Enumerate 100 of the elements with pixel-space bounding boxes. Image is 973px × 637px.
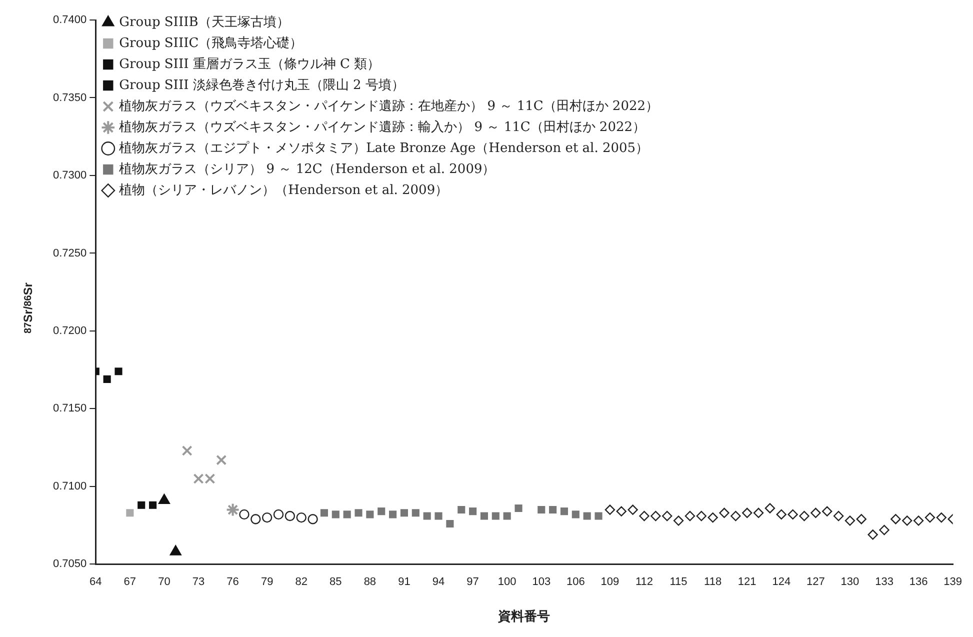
x-tick-label: 70: [158, 576, 170, 588]
x-tick-label: 64: [90, 576, 102, 588]
point: [320, 509, 328, 517]
x-tick-label: 94: [432, 576, 445, 588]
point: [673, 516, 684, 526]
point: [604, 504, 616, 515]
x-tick-label: 115: [670, 576, 688, 588]
point: [284, 510, 296, 522]
legend-label: 植物灰ガラス（シリア） 9 ～ 12C（Henderson et al. 2009）: [119, 162, 496, 177]
x-tick-label: 118: [704, 576, 722, 588]
point: [719, 508, 730, 518]
point: [204, 473, 216, 484]
point: [378, 508, 386, 516]
point: [538, 506, 546, 514]
legend-label: Group SIIIB（天王塚古墳）: [119, 14, 290, 30]
x-tick-label: 130: [840, 576, 860, 588]
point: [400, 509, 408, 517]
y-tick-label: 0.7150: [52, 402, 87, 415]
point: [776, 509, 786, 520]
legend-label: Group SIII 重層ガラス玉（條ウル神 C 類）: [119, 56, 380, 72]
y-tick-label: 0.7350: [52, 92, 87, 104]
x-tick-label: 136: [909, 576, 928, 588]
point: [434, 512, 442, 520]
point: [684, 510, 696, 522]
point: [662, 510, 672, 522]
x-tick-label: 82: [295, 576, 308, 588]
y-tick-label: 0.7050: [52, 558, 87, 570]
x-tick-label: 121: [738, 576, 756, 588]
point: [193, 473, 204, 484]
point: [182, 445, 192, 456]
point: [572, 510, 580, 518]
point: [913, 516, 924, 526]
point: [822, 506, 832, 516]
point: [650, 510, 661, 522]
point: [126, 509, 134, 517]
point: [446, 520, 454, 528]
point: [616, 506, 626, 516]
point: [583, 512, 591, 520]
y-tick-label: 0.7300: [52, 170, 87, 182]
point: [902, 516, 912, 526]
point: [924, 512, 936, 523]
legend-label: Group SIII 淡緑色巻き付け丸玉（隈山 2 号墳）: [119, 78, 404, 93]
point: [149, 501, 157, 509]
x-tick-label: 67: [124, 576, 136, 588]
x-tick-label: 133: [875, 576, 894, 588]
point: [833, 510, 844, 522]
legend-label: 植物（シリア・レバノン）（Henderson et al. 2009）: [119, 182, 448, 198]
x-axis-title: 資料番号: [497, 608, 550, 625]
x-tick-label: 79: [260, 576, 274, 588]
point: [868, 530, 878, 540]
point: [458, 506, 466, 514]
x-tick-label: 139: [944, 576, 962, 588]
legend-label: Group SIIIC（飛鳥寺塔心礎）: [119, 34, 303, 51]
point: [262, 512, 272, 523]
point: [114, 368, 122, 376]
x-tick-label: 91: [398, 576, 410, 588]
x-tick-label: 88: [364, 576, 376, 588]
point: [480, 512, 488, 520]
legend-label: 植物灰ガラス（ウズベキスタン・パイケンド遺跡：輸入か） 9 ～ 11C（田村ほか 2022）: [119, 120, 646, 135]
point: [296, 512, 306, 523]
point: [216, 454, 227, 466]
point: [503, 512, 511, 520]
point: [158, 494, 170, 504]
point: [549, 506, 557, 514]
point: [250, 514, 261, 524]
point: [469, 508, 477, 516]
point: [343, 510, 351, 518]
point: [890, 514, 901, 524]
point: [226, 502, 240, 517]
point: [708, 512, 718, 523]
point: [138, 501, 146, 509]
y-tick-label: 0.7200: [52, 325, 87, 338]
point: [696, 510, 706, 522]
x-tick-label: 124: [772, 576, 791, 588]
point: [879, 524, 890, 536]
point: [799, 510, 810, 522]
point: [856, 514, 866, 524]
x-tick-label: 100: [498, 576, 516, 588]
x-tick-label: 106: [566, 576, 585, 588]
point: [354, 509, 362, 517]
point: [389, 510, 397, 518]
point: [730, 510, 741, 522]
legend-label: 植物灰ガラス（エジプト・メソポタミア）Late Bronze Age（Henderson et al. 2005）: [119, 140, 649, 156]
point: [366, 510, 374, 518]
point: [844, 516, 856, 526]
y-tick-label: 0.7400: [52, 14, 87, 26]
x-tick-label: 85: [330, 576, 342, 588]
point: [628, 504, 638, 515]
x-tick-label: 112: [635, 576, 654, 588]
point: [103, 375, 111, 383]
legend-label: 植物灰ガラス（ウズベキスタン・パイケンド遺跡：在地産か） 9 ～ 11C（田村ほか 2022）: [119, 98, 659, 114]
x-tick-label: 76: [226, 576, 239, 588]
point: [560, 508, 568, 516]
point: [639, 510, 650, 522]
point: [332, 510, 340, 518]
y-tick-label: 0.7250: [52, 247, 87, 260]
x-tick-label: 103: [532, 576, 551, 588]
point: [753, 508, 764, 518]
point: [423, 512, 431, 520]
point: [742, 508, 752, 518]
